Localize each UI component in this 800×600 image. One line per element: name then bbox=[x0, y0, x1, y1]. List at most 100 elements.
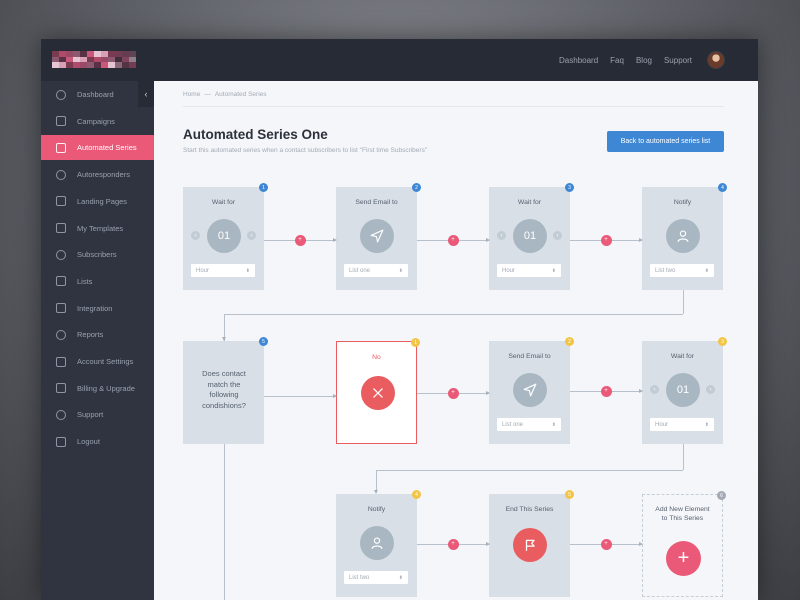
dropdown-select[interactable]: Hour ⬍ bbox=[191, 264, 255, 277]
step-no-branch[interactable]: 1 No bbox=[336, 338, 420, 444]
connector-line bbox=[224, 314, 225, 341]
step-wait-for-no-3[interactable]: 3 Wait for ‹ › 01 Hour ⬍ bbox=[642, 337, 727, 444]
sidebar-item-label: Automated Series bbox=[77, 143, 137, 153]
sidebar-item-lists[interactable]: Lists bbox=[41, 269, 154, 294]
insert-step-button[interactable]: + bbox=[447, 387, 459, 399]
sidebar-item-integration[interactable]: Integration bbox=[41, 296, 154, 321]
step-notify-no-4[interactable]: 4 Notify List two ⬍ bbox=[336, 490, 421, 597]
arrow-head bbox=[486, 238, 490, 242]
insert-step-button[interactable]: + bbox=[600, 538, 612, 550]
connector-line bbox=[683, 290, 684, 314]
lists-icon bbox=[56, 276, 66, 287]
card-title: Send Email to bbox=[355, 199, 398, 206]
sidebar-item-my-templates[interactable]: My Templates bbox=[41, 216, 154, 241]
dropdown-select[interactable]: List two ⬍ bbox=[650, 264, 714, 277]
increase-button[interactable]: › bbox=[706, 385, 715, 394]
increase-button[interactable]: › bbox=[247, 231, 256, 240]
sidebar-item-label: Subscribers bbox=[77, 250, 117, 260]
sidebar-item-label: My Templates bbox=[77, 223, 124, 233]
step-wait-for-1[interactable]: 1 Wait for ‹ › 01 Hour ⬍ bbox=[183, 183, 268, 290]
flag-icon bbox=[513, 528, 547, 562]
step-notify-4[interactable]: 4 Notify List two ⬍ bbox=[642, 183, 727, 290]
chevron-updown-icon: ⬍ bbox=[398, 267, 403, 274]
select-value: Hour bbox=[502, 267, 516, 274]
chevron-updown-icon: ⬍ bbox=[551, 421, 556, 428]
collapse-sidebar-button[interactable]: ‹ bbox=[138, 81, 154, 107]
sidebar-item-label: Lists bbox=[77, 276, 93, 286]
sidebar-item-support[interactable]: Support bbox=[41, 402, 154, 427]
nav-link-dashboard[interactable]: Dashboard bbox=[559, 55, 599, 65]
step-condition-5[interactable]: 5 Does contact match the following condis… bbox=[183, 337, 268, 444]
dropdown-select[interactable]: List two ⬍ bbox=[344, 571, 408, 584]
breadcrumb-separator: — bbox=[204, 91, 211, 98]
main-content: Home — Automated Series Automated Series O… bbox=[154, 81, 758, 600]
close-icon[interactable] bbox=[361, 376, 395, 410]
nav-link-support[interactable]: Support bbox=[663, 55, 692, 65]
back-to-list-button[interactable]: Back to automated series list bbox=[607, 131, 724, 152]
chevron-updown-icon: ⬍ bbox=[245, 267, 250, 274]
step-number-badge: 1 bbox=[411, 338, 420, 347]
breadcrumb-home[interactable]: Home bbox=[183, 91, 201, 98]
step-number-badge: 6 bbox=[717, 491, 726, 500]
decrease-button[interactable]: ‹ bbox=[497, 231, 506, 240]
add-element-button[interactable]: + bbox=[666, 541, 701, 576]
wrench-icon bbox=[56, 356, 66, 367]
card-title: Wait for bbox=[670, 353, 695, 360]
user-avatar[interactable] bbox=[707, 51, 725, 69]
templates-icon bbox=[56, 223, 66, 233]
sidebar-item-account-settings[interactable]: Account Settings bbox=[41, 349, 154, 374]
add-new-element-card[interactable]: 6 Add New Element to This Series + bbox=[642, 491, 726, 597]
step-send-email-no-2[interactable]: 2 Send Email to List one ⬍ bbox=[489, 337, 574, 444]
dropdown-select[interactable]: List one ⬍ bbox=[344, 264, 408, 277]
sidebar-item-label: Reports bbox=[77, 330, 104, 340]
dropdown-select[interactable]: Hour ⬍ bbox=[650, 418, 714, 431]
sidebar-item-campaigns[interactable]: Campaigns bbox=[41, 109, 154, 134]
chevron-updown-icon: ⬍ bbox=[704, 421, 709, 428]
card-title: End This Series bbox=[505, 506, 554, 513]
decrease-button[interactable]: ‹ bbox=[650, 385, 659, 394]
breadcrumb-current: Automated Series bbox=[214, 91, 267, 98]
step-number-badge: 1 bbox=[259, 183, 268, 192]
nav-link-faq[interactable]: Faq bbox=[610, 55, 624, 65]
step-number-badge: 4 bbox=[412, 490, 421, 499]
insert-step-button[interactable]: + bbox=[600, 234, 612, 246]
chevron-left-icon: ‹ bbox=[144, 89, 148, 99]
sidebar-item-subscribers[interactable]: Subscribers bbox=[41, 242, 154, 267]
condition-text: Does contact match the following condish… bbox=[202, 369, 246, 410]
increase-button[interactable]: › bbox=[553, 231, 562, 240]
sidebar-item-automated-series[interactable]: Automated Series bbox=[41, 135, 154, 161]
select-value: List one bbox=[349, 267, 371, 274]
decrease-button[interactable]: ‹ bbox=[191, 231, 200, 240]
arrow-head bbox=[374, 490, 378, 494]
select-value: List two bbox=[349, 574, 370, 581]
sidebar: ‹ Dashboard Campaigns Automated Series Auto… bbox=[41, 81, 154, 600]
nav-link-blog[interactable]: Blog bbox=[635, 55, 652, 65]
insert-step-button[interactable]: + bbox=[294, 234, 306, 246]
connector-line bbox=[224, 314, 683, 315]
landing-pages-icon bbox=[56, 196, 66, 207]
step-wait-for-3[interactable]: 3 Wait for ‹ › 01 Hour ⬍ bbox=[489, 183, 574, 290]
sidebar-item-billing-upgrade[interactable]: Billing & Upgrade bbox=[41, 376, 154, 401]
brand-logo[interactable] bbox=[52, 51, 136, 68]
page-title: Automated Series One bbox=[183, 127, 328, 142]
insert-step-button[interactable]: + bbox=[447, 234, 459, 246]
step-number-badge: 5 bbox=[565, 490, 574, 499]
connector-line bbox=[264, 396, 336, 397]
insert-step-button[interactable]: + bbox=[600, 385, 612, 397]
dropdown-select[interactable]: Hour ⬍ bbox=[497, 264, 561, 277]
sidebar-item-landing-pages[interactable]: Landing Pages bbox=[41, 189, 154, 214]
step-end-series-5[interactable]: 5 End This Series bbox=[489, 490, 574, 597]
sidebar-item-label: Billing & Upgrade bbox=[77, 383, 135, 393]
sidebar-item-logout[interactable]: Logout bbox=[41, 429, 154, 454]
sidebar-item-autoresponders[interactable]: Autoresponders bbox=[41, 162, 154, 187]
dropdown-select[interactable]: List one ⬍ bbox=[497, 418, 561, 431]
sidebar-item-reports[interactable]: Reports bbox=[41, 322, 154, 347]
mail-icon bbox=[56, 409, 66, 420]
sidebar-item-dashboard[interactable]: Dashboard bbox=[41, 82, 154, 107]
sidebar-item-label: Landing Pages bbox=[77, 196, 128, 206]
arrow-head bbox=[486, 391, 490, 395]
card-title: Send Email to bbox=[508, 353, 551, 360]
connector-line bbox=[224, 444, 225, 600]
step-send-email-2[interactable]: 2 Send Email to List one ⬍ bbox=[336, 183, 421, 290]
insert-step-button[interactable]: + bbox=[447, 538, 459, 550]
